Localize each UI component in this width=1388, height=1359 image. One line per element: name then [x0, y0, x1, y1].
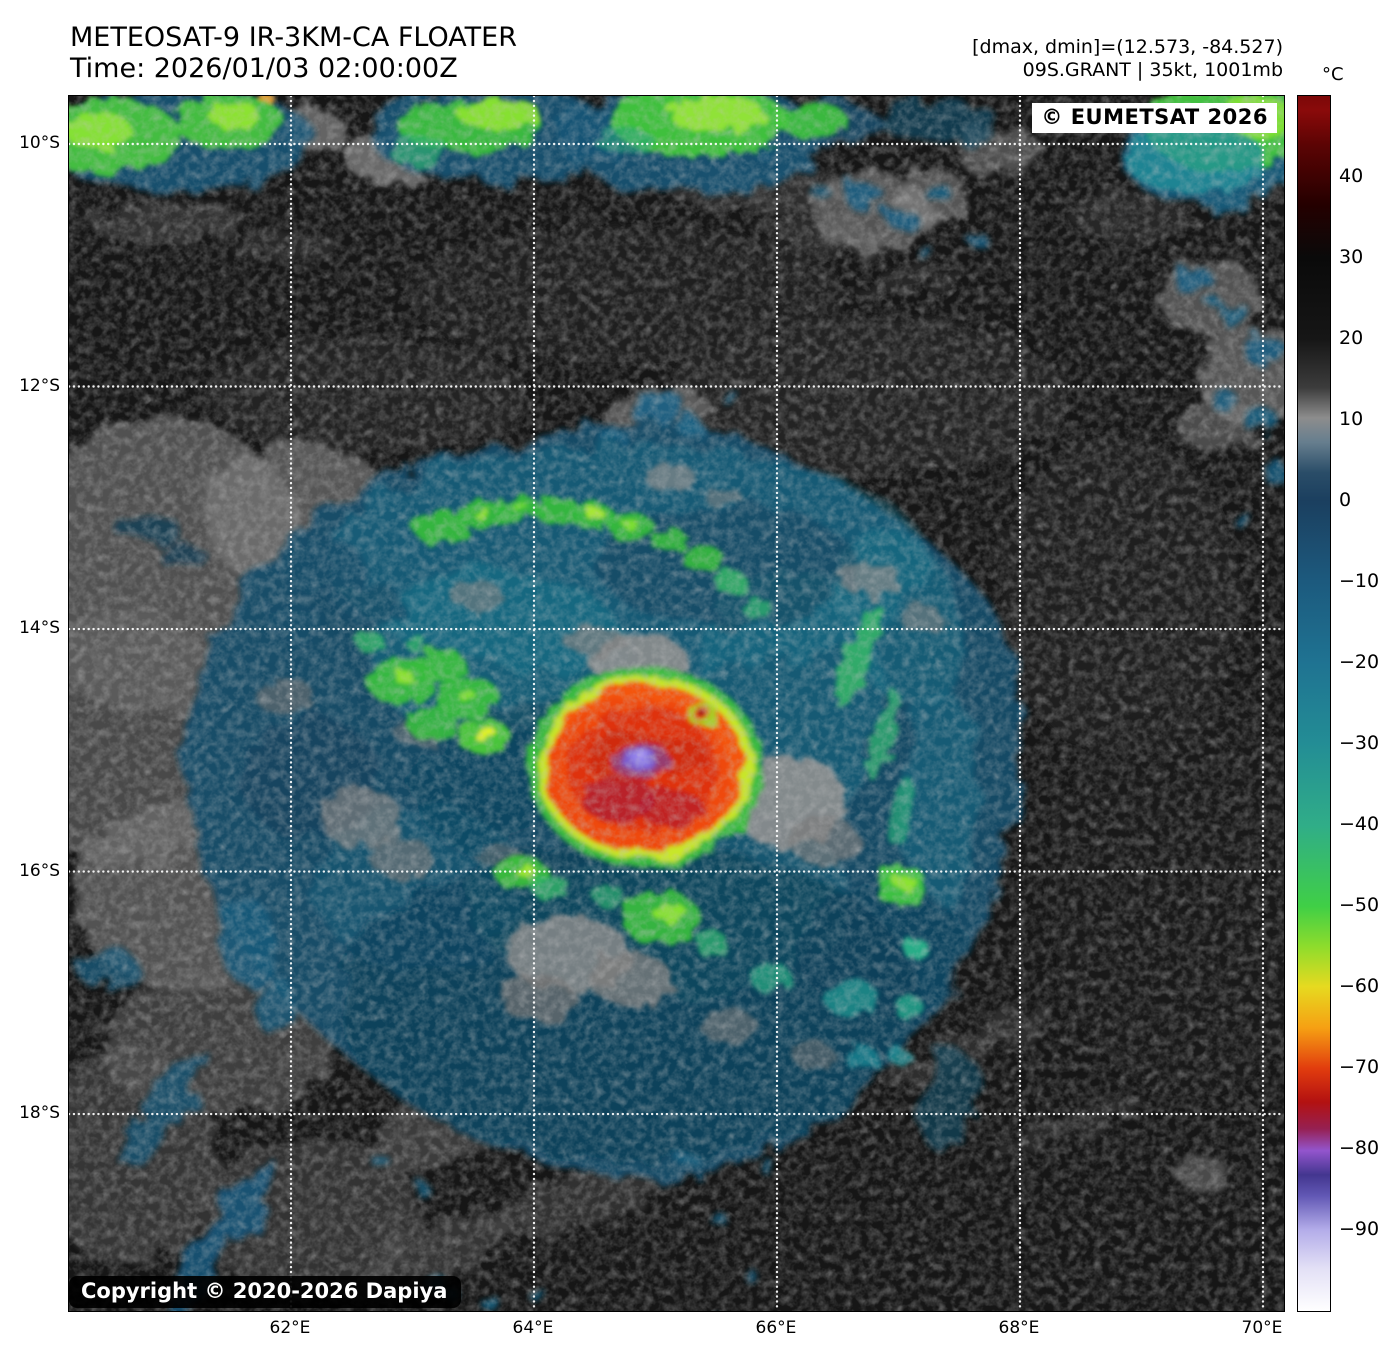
- colorbar-tick-10: 10: [1339, 408, 1364, 430]
- x-tick-68°E: 68°E: [998, 1318, 1040, 1338]
- copyright-badge: Copyright © 2020-2026 Dapiya: [69, 1276, 462, 1308]
- y-tick-18°S: 18°S: [19, 1103, 60, 1124]
- range-info: [dmax, dmin]=(12.573, -84.527): [972, 36, 1283, 58]
- title-block: METEOSAT-9 IR-3KM-CA FLOATER Time: 2026/…: [70, 22, 517, 84]
- page-title: METEOSAT-9 IR-3KM-CA FLOATER: [70, 22, 517, 53]
- x-tick-62°E: 62°E: [269, 1318, 311, 1338]
- colorbar-tick--60: −60: [1339, 975, 1380, 997]
- timestamp: Time: 2026/01/03 02:00:00Z: [70, 53, 458, 84]
- colorbar-tick-40: 40: [1339, 165, 1364, 187]
- temperature-colorbar: [1297, 95, 1331, 1312]
- x-tick-70°E: 70°E: [1241, 1318, 1283, 1338]
- satellite-scene: [69, 96, 1284, 1311]
- info-block: [dmax, dmin]=(12.573, -84.527) 09S.GRANT…: [972, 36, 1283, 82]
- colorbar-tick--20: −20: [1339, 651, 1380, 673]
- colorbar-tick--40: −40: [1339, 813, 1380, 835]
- colorbar-tick-20: 20: [1339, 327, 1364, 349]
- colorbar-tick--30: −30: [1339, 732, 1380, 754]
- colorbar-unit-label: °C: [1322, 64, 1344, 85]
- colorbar-tick--50: −50: [1339, 894, 1380, 916]
- x-tick-66°E: 66°E: [755, 1318, 797, 1338]
- y-tick-16°S: 16°S: [19, 860, 60, 881]
- colorbar-tick-0: 0: [1339, 489, 1352, 511]
- colorbar-tick--70: −70: [1339, 1056, 1380, 1078]
- x-tick-64°E: 64°E: [512, 1318, 554, 1338]
- colorbar-tick-30: 30: [1339, 246, 1364, 268]
- colorbar-tick--80: −80: [1339, 1137, 1380, 1159]
- grain-texture: [69, 96, 1284, 1311]
- satellite-map: © EUMETSAT 2026 Copyright © 2020-2026 Da…: [68, 95, 1285, 1312]
- lat-lon-gridlines: [69, 96, 1284, 1311]
- colorbar-tick--10: −10: [1339, 570, 1380, 592]
- eumetsat-badge: © EUMETSAT 2026: [1032, 103, 1277, 133]
- y-tick-12°S: 12°S: [19, 375, 60, 396]
- storm-info: 09S.GRANT | 35kt, 1001mb: [1022, 59, 1283, 81]
- colorbar-tick--90: −90: [1339, 1218, 1380, 1240]
- y-tick-10°S: 10°S: [19, 132, 60, 153]
- y-tick-14°S: 14°S: [19, 618, 60, 639]
